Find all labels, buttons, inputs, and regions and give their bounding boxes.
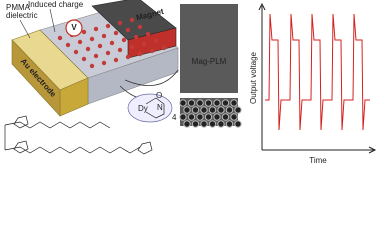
particle [117,20,123,26]
particle [121,37,127,43]
cell [183,106,191,114]
particle [93,53,99,59]
cell [230,99,238,107]
y-axis-label: Output voltage [249,51,258,104]
dielectric-label: dielectric [6,11,38,20]
particle [133,34,139,40]
honeycomb [179,99,242,128]
particle [81,29,87,35]
particle [65,42,71,48]
complex [127,93,173,123]
cell [191,120,200,128]
particle [113,57,119,63]
micrograph-label: Mag-PLM [192,57,227,66]
cell [196,99,204,107]
particle [101,60,107,66]
magnet-side [127,27,177,59]
figure: V Magnet Au electrode PMMA dielectric In… [4,0,377,165]
arrow [124,69,179,87]
cell [200,106,208,114]
particle [137,51,143,57]
particle [125,27,131,33]
voltmeter [65,19,83,37]
cell [200,120,208,128]
particle [81,56,87,62]
device: V Magnet Au electrode PMMA dielectric In… [6,0,179,117]
cell [234,106,242,114]
particle [93,26,99,32]
x-arrow [368,146,377,154]
particle [129,17,135,23]
particle [145,31,151,37]
cell [230,113,238,121]
particle [89,63,95,69]
particle [129,44,135,50]
cell [187,99,196,107]
pointer [19,19,31,39]
particle [141,41,147,47]
particle [85,46,91,52]
y-arrow [258,2,266,11]
particle [89,36,95,42]
particle [153,38,159,44]
pointer [49,8,56,33]
particle [113,30,119,36]
cell [196,113,204,121]
chain [4,146,141,154]
particle [109,40,115,46]
chain [4,121,111,129]
cell [225,106,234,114]
voltmeter-label: V [71,23,77,32]
plot [258,2,377,154]
pmma-label: PMMA [6,3,31,12]
cell [204,113,213,121]
count-label: 4 [172,113,177,122]
cell [208,120,217,128]
nitrate [145,97,165,119]
ring [13,115,29,129]
ring [13,140,29,154]
cell [217,120,225,128]
particle [105,23,111,29]
cell [234,120,242,128]
particle [137,24,143,30]
particles [57,17,167,69]
particle [117,47,123,53]
particle [97,43,103,49]
cell [179,99,187,107]
particle [105,50,111,56]
particle [73,49,79,55]
waveform [265,13,370,131]
cell [217,106,225,114]
cell [213,113,221,121]
cell [221,113,230,121]
molecule [4,93,173,155]
ring [137,141,153,155]
particle [101,33,107,39]
electrode-side [11,39,61,117]
cell [187,113,196,121]
particle [125,54,131,60]
cell [204,99,213,107]
induced-charge-label: Induced charge [28,0,84,9]
particle [57,35,63,41]
cell [183,120,191,128]
particle [149,48,155,54]
cell [225,120,234,128]
cell [191,106,200,114]
nitrogen-label: N [157,103,163,112]
particle [77,39,83,45]
metal-label: Dy [138,104,148,113]
particle [161,45,167,51]
cell [208,106,217,114]
oxygen-label: O [156,91,162,100]
separator [180,93,238,98]
cell [179,113,187,121]
x-axis-label: Time [309,156,327,165]
cell [221,99,230,107]
cell [213,99,221,107]
